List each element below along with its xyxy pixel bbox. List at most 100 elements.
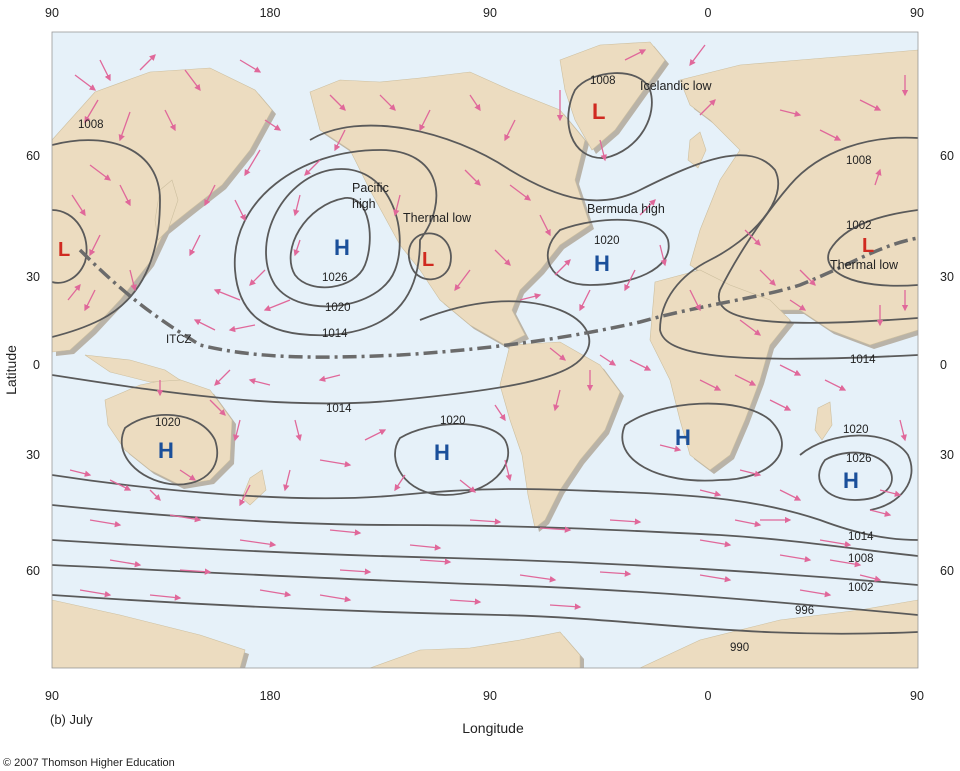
- pacific-high-label-2: high: [352, 197, 376, 211]
- wind-arrow: [84, 289, 96, 312]
- high-indian: H: [843, 468, 859, 493]
- wind-arrow: [769, 399, 792, 411]
- isobar-label: 1020: [843, 424, 869, 436]
- icelandic-low-label: Icelandic low: [640, 79, 713, 93]
- isobar-label: 1014: [326, 403, 352, 415]
- wind-arrow: [149, 489, 161, 501]
- wind-arrow: [184, 69, 201, 92]
- wind-arrow: [599, 139, 607, 162]
- wind-arrow: [819, 539, 852, 548]
- high-pacific: H: [334, 235, 350, 260]
- isobar-label: 1008: [590, 75, 616, 87]
- high-south-pacific: H: [434, 440, 450, 465]
- isobar-label: 1014: [322, 328, 348, 340]
- wind-arrow: [193, 319, 216, 331]
- wind-arrow: [74, 74, 97, 91]
- wind-arrow: [214, 369, 231, 386]
- wind-arrow: [79, 589, 112, 598]
- wind-arrow: [99, 59, 111, 82]
- wind-arrow: [874, 168, 882, 186]
- wind-arrow: [899, 419, 907, 442]
- isobars: [52, 72, 918, 635]
- wind-arrow: [179, 469, 197, 481]
- wind-arrow: [339, 568, 372, 575]
- land-north-america: [309, 71, 591, 346]
- wind-arrow: [109, 559, 142, 568]
- wind-arrow: [293, 239, 301, 257]
- isobar-asia-1002: [827, 209, 918, 287]
- isobar-label: 1020: [155, 417, 181, 429]
- wind-arrow: [164, 109, 176, 132]
- isobar-south-1014: [52, 474, 918, 541]
- wind-arrow: [244, 149, 261, 177]
- wind-arrow: [699, 379, 722, 391]
- isobar-pacific-1014: [234, 149, 438, 337]
- wind-arrow: [89, 519, 122, 528]
- isobar-asia-inner: [52, 209, 88, 284]
- wind-arrow: [264, 119, 282, 131]
- low-asia-west: L: [58, 239, 70, 261]
- wind-arrow: [393, 194, 401, 217]
- wind-arrow: [228, 324, 256, 333]
- wind-arrow: [84, 99, 99, 124]
- isobar-label: 996: [795, 605, 814, 617]
- longitude-axis-label: Longitude: [462, 720, 524, 736]
- isobar-pacific-1020: [265, 168, 401, 308]
- isobar-north-1008: [717, 136, 918, 324]
- wind-arrow: [689, 289, 701, 312]
- wind-arrow: [419, 109, 431, 132]
- isobar-southatl-1020: [621, 402, 783, 482]
- isobar-label: 1002: [846, 220, 872, 232]
- wind-arrow: [69, 469, 92, 477]
- bottom-tick: 0: [705, 689, 712, 703]
- land-antarctica-1: [369, 631, 581, 668]
- wind-arrow: [259, 589, 292, 598]
- isobar-1002-s: [52, 539, 918, 586]
- wind-arrow: [318, 374, 341, 382]
- wind-arrow: [283, 469, 291, 492]
- isobar-thermal-low-na: [407, 232, 452, 281]
- wind-arrow: [204, 184, 216, 207]
- wind-arrow: [553, 389, 561, 412]
- wind-arrow: [89, 164, 112, 181]
- wind-arrow: [118, 111, 131, 142]
- wind-arrow: [139, 54, 156, 71]
- left-tick: 60: [26, 149, 40, 163]
- left-tick: 60: [26, 564, 40, 578]
- left-tick: 0: [33, 358, 40, 372]
- top-tick: 90: [910, 6, 924, 20]
- pressure-names: Pacific high Thermal low Bermuda high Ic…: [166, 79, 899, 346]
- wind-arrow: [659, 444, 682, 452]
- bottom-tick: 90: [483, 689, 497, 703]
- isobar-label: 1020: [594, 235, 620, 247]
- high-bermuda: H: [594, 251, 610, 276]
- wind-arrow: [869, 509, 892, 517]
- itcz-line: [78, 236, 918, 359]
- axis-ticks: 90 180 90 0 90 90 180 90 0 90 60 30 0 30…: [26, 6, 954, 703]
- wind-arrow: [579, 289, 591, 312]
- wind-arrow: [459, 479, 477, 493]
- wind-arrow: [249, 269, 266, 286]
- wind-arrow: [554, 259, 571, 276]
- wind-arrow: [539, 214, 551, 237]
- wind-arrow: [239, 484, 251, 507]
- wind-arrow: [409, 544, 442, 551]
- wind-arrow: [209, 399, 226, 416]
- isobar-label: 1026: [846, 453, 872, 465]
- itcz-label: ITCZ: [166, 334, 192, 346]
- wind-arrow: [233, 419, 241, 442]
- isobar-label: 1026: [322, 272, 348, 284]
- low-thermal-na: L: [422, 249, 434, 271]
- wind-arrow: [689, 44, 706, 67]
- isobar-label: 990: [730, 642, 749, 654]
- wind-arrow: [549, 603, 582, 610]
- top-tick: 90: [483, 6, 497, 20]
- wind-arrow: [494, 404, 506, 422]
- land-uk: [687, 131, 707, 169]
- wind-arrow: [509, 184, 532, 201]
- isobar-label: 1014: [848, 531, 874, 543]
- wind-arrow: [799, 269, 816, 286]
- wind-arrow: [504, 459, 512, 482]
- wind-arrow: [629, 359, 652, 371]
- wind-arrow: [549, 347, 567, 361]
